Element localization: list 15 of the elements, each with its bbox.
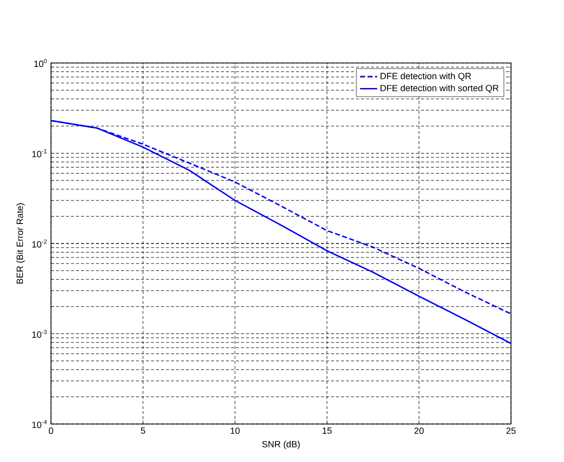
y-tick-label: 10$^{-3}$	[32, 330, 47, 338]
x-tick-label: 10	[230, 428, 240, 434]
y-tick-label: 10$^{-4}$	[32, 420, 47, 428]
y-tick-label: 10$^{-2}$	[32, 239, 47, 248]
x-tick-label: 20	[414, 428, 424, 434]
x-tick-label: 15	[322, 428, 332, 434]
x-tick-label: 5	[140, 428, 146, 434]
x-tick-label: 0	[48, 428, 54, 434]
x-axis-title: SNR (dB)	[262, 440, 300, 450]
y-tick-label: 10$^{-1}$	[32, 149, 47, 158]
x-tick-label: 25	[506, 428, 516, 434]
legend-label: DFE detection with QR	[380, 72, 471, 81]
y-axis-title: BER (Bit Error Rate)	[16, 203, 25, 284]
legend-label: DFE detection with sorted QR	[380, 84, 498, 93]
y-tick-label: 10$^{0}$	[34, 58, 47, 68]
